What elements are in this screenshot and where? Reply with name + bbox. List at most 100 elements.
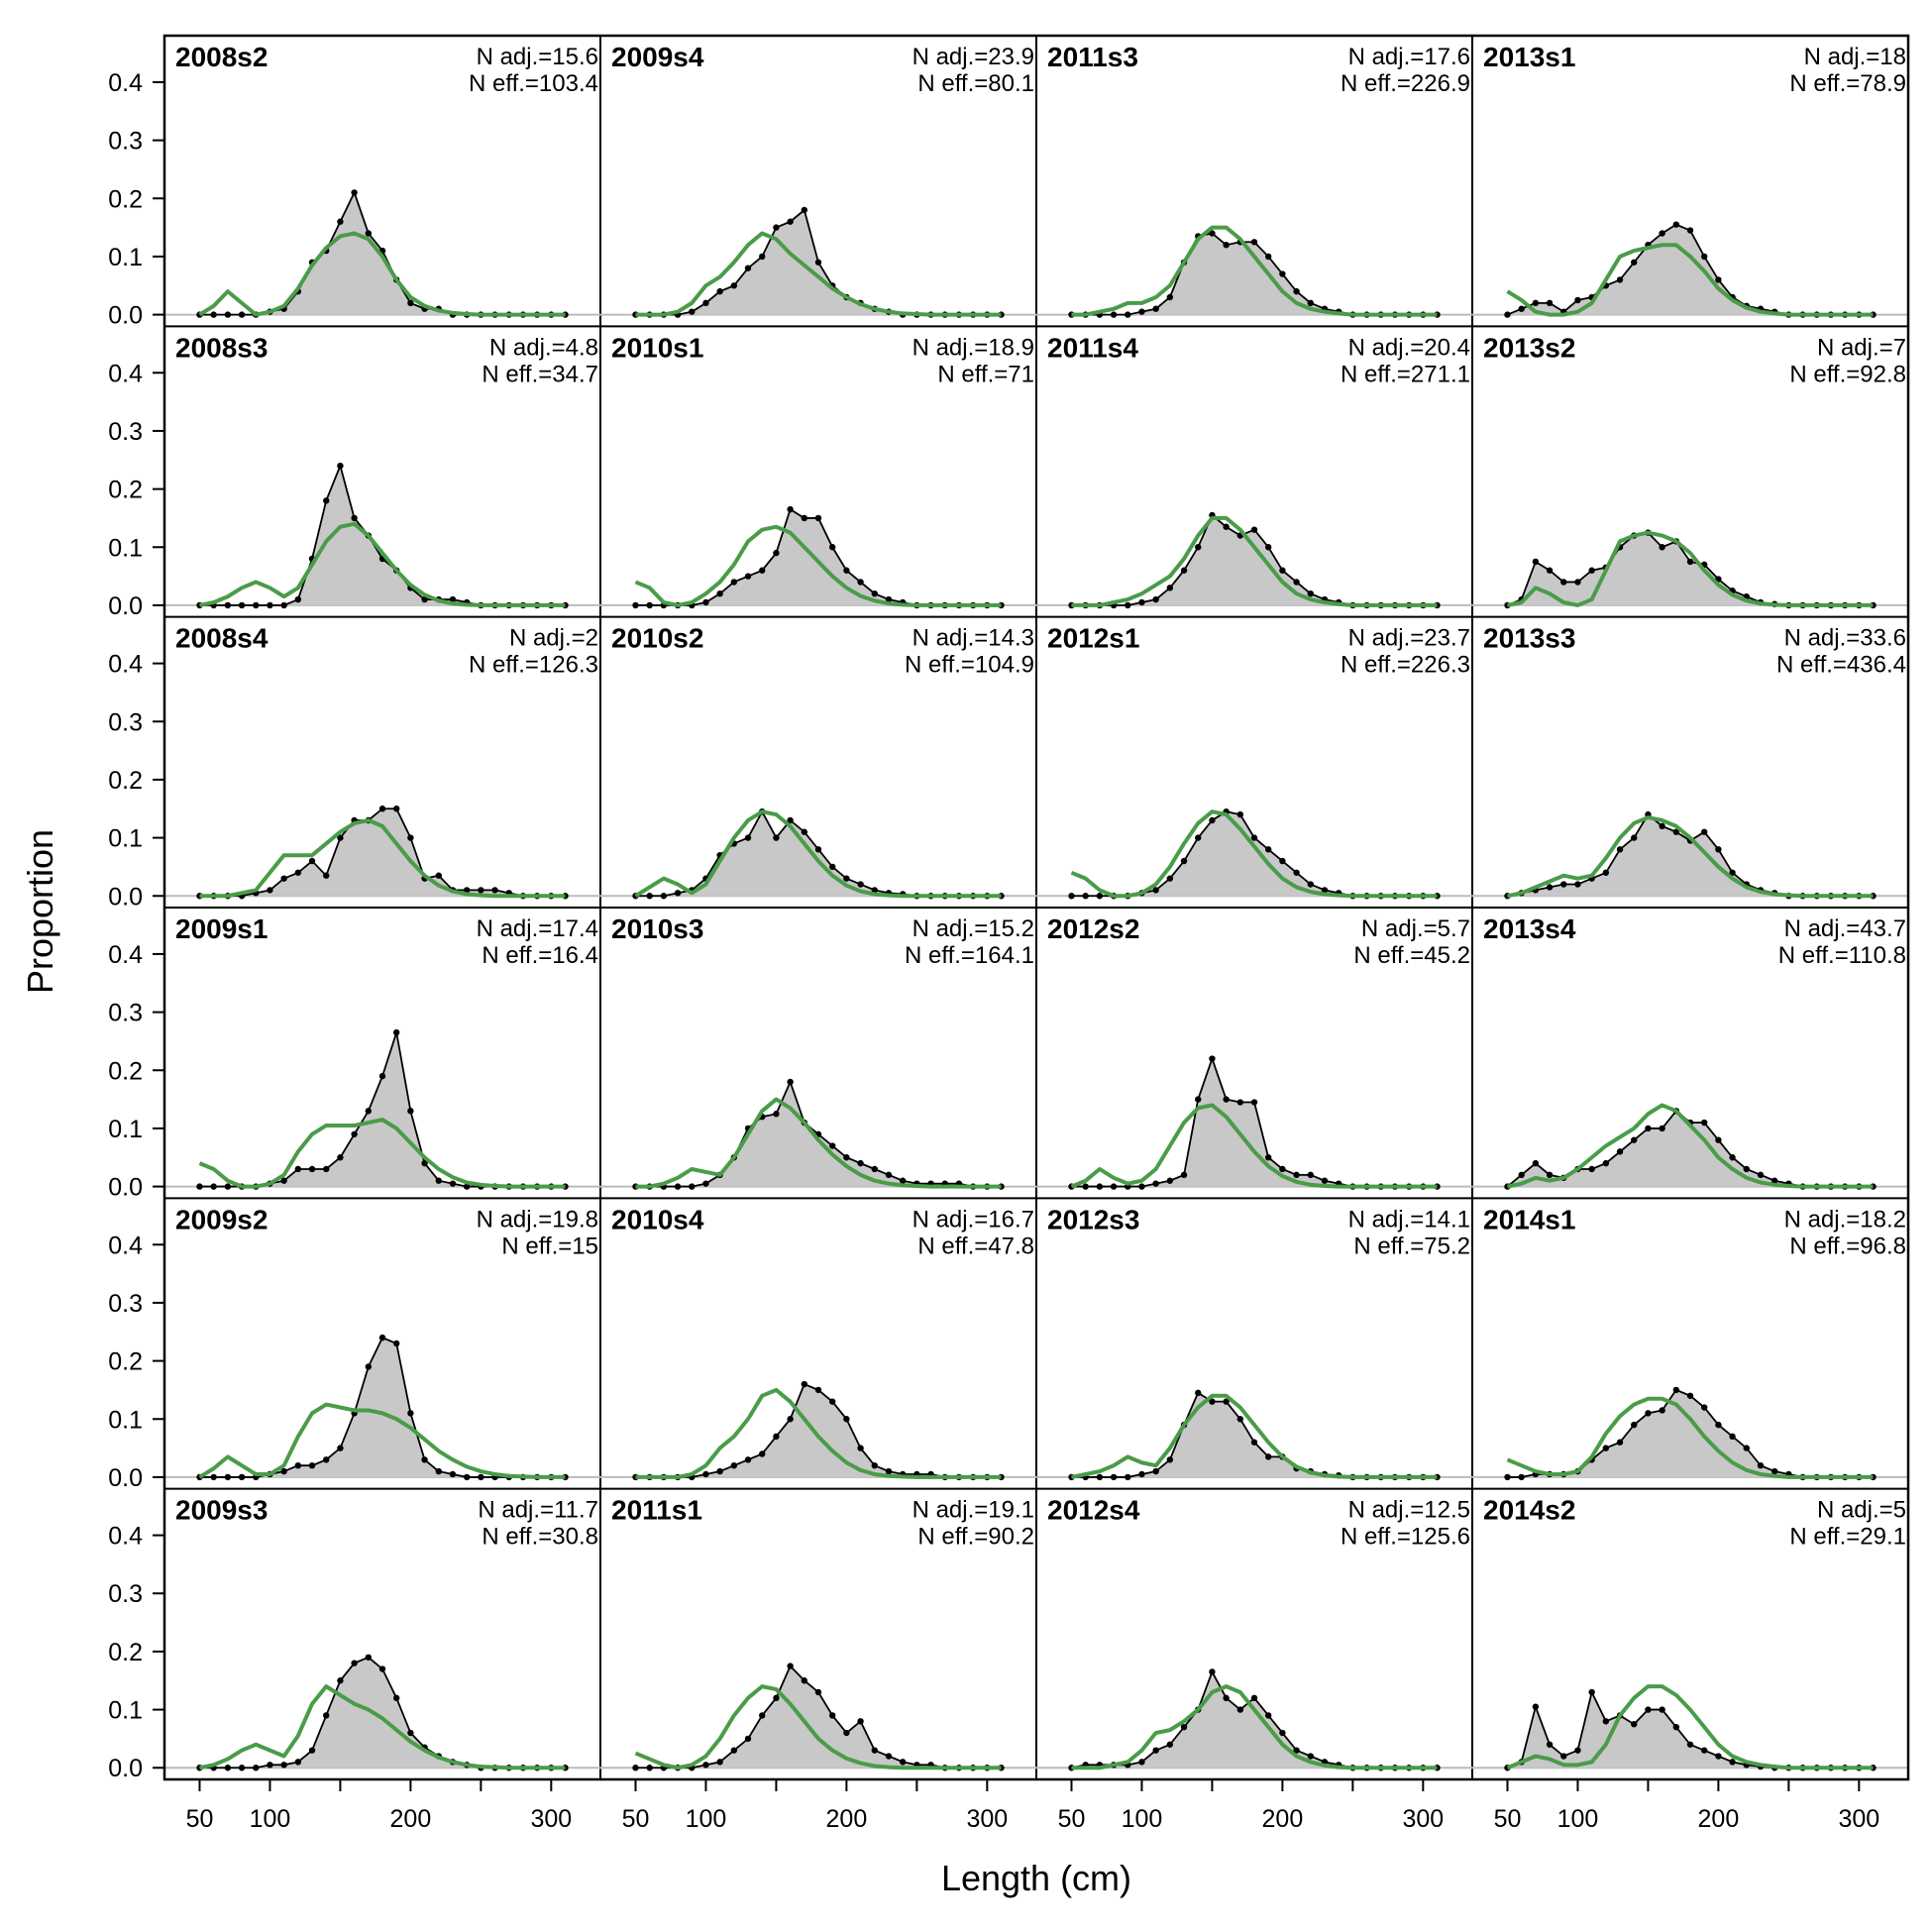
observed-point	[280, 875, 287, 882]
n-eff-label: N eff.=29.1	[1789, 1524, 1906, 1551]
n-adj-label: N adj.=19.8	[477, 1206, 598, 1233]
observed-point	[1125, 1473, 1131, 1481]
observed-point	[1715, 276, 1722, 283]
x-tick-label: 300	[1838, 1805, 1879, 1833]
observed-point	[1264, 253, 1272, 261]
observed-point	[351, 514, 358, 522]
observed-point	[323, 1165, 330, 1173]
observed-point	[1588, 1688, 1595, 1696]
expected-line	[635, 231, 1002, 317]
observed-point	[1223, 523, 1230, 530]
observed-area	[1071, 811, 1438, 897]
panel-2012s2: 2012s2 N adj.=5.7N eff.=45.2	[1036, 913, 1472, 1190]
observed-point	[392, 805, 400, 812]
observed-point	[1236, 1099, 1244, 1106]
observed-point	[1096, 1473, 1104, 1481]
y-tick-label: 0.3	[108, 1580, 143, 1608]
observed-point	[1236, 1706, 1244, 1713]
observed-point	[744, 265, 752, 271]
n-adj-label: N adj.=4.8	[489, 334, 598, 361]
n-eff-label: N eff.=126.3	[469, 652, 598, 679]
observed-point	[1209, 816, 1216, 824]
observed-point	[1672, 1723, 1680, 1731]
n-adj-label: N adj.=23.9	[912, 44, 1034, 70]
panel-title: 2013s3	[1483, 623, 1575, 654]
observed-point	[1293, 1171, 1300, 1179]
y-tick-label: 0.2	[108, 477, 143, 504]
observed-point	[1602, 1445, 1610, 1451]
observed-point	[378, 805, 386, 812]
observed-point	[463, 1183, 471, 1190]
panel-title: 2012s4	[1047, 1495, 1140, 1526]
observed-point	[1195, 544, 1202, 551]
observed-point	[787, 1663, 794, 1669]
observed-point	[421, 595, 428, 603]
observed-point	[224, 311, 232, 318]
x-tick-label: 200	[1262, 1805, 1304, 1833]
expected-line	[198, 1118, 566, 1189]
observed-point	[1264, 1154, 1272, 1161]
expected-line	[1071, 515, 1438, 607]
observed-point	[1250, 239, 1258, 246]
observed-point	[1700, 1119, 1708, 1127]
observed-point	[1574, 296, 1581, 304]
observed-point	[238, 1473, 246, 1481]
observed-point	[814, 1386, 822, 1394]
panel-2010s2: 2010s2 N adj.=14.3N eff.=104.9	[600, 623, 1036, 900]
y-tick-label: 0.2	[108, 185, 143, 213]
y-tick-label: 0.0	[108, 302, 143, 330]
y-tick-label: 0.1	[108, 825, 143, 853]
n-eff-label: N eff.=104.9	[905, 652, 1034, 679]
n-adj-label: N adj.=2	[509, 625, 598, 652]
observed-point	[828, 863, 836, 871]
plot-frame	[162, 34, 1910, 1781]
n-eff-label: N eff.=92.8	[1789, 361, 1906, 387]
observed-point	[646, 1765, 653, 1771]
y-tick-label: 0.2	[108, 1639, 143, 1666]
panel-2009s3: 2009s3 N adj.=11.7N eff.=30.8	[164, 1495, 600, 1771]
expected-line	[1070, 1103, 1438, 1189]
observed-point	[702, 1762, 709, 1769]
y-tick-label: 0.2	[108, 767, 143, 795]
observed-point	[1279, 1165, 1286, 1173]
panel-title: 2011s4	[1047, 332, 1138, 363]
panel-title: 2013s4	[1483, 913, 1576, 944]
observed-point	[730, 282, 738, 289]
observed-point	[1250, 1439, 1258, 1446]
n-eff-label: N eff.=271.1	[1341, 361, 1470, 387]
observed-point	[1110, 311, 1118, 318]
observed-point	[1659, 1125, 1665, 1132]
observed-point	[1659, 822, 1665, 830]
observed-point	[1546, 567, 1554, 574]
observed-point	[1672, 1386, 1680, 1394]
observed-point	[1700, 253, 1708, 261]
x-tick-label: 100	[686, 1805, 727, 1833]
observed-point	[871, 1747, 878, 1754]
observed-point	[1180, 567, 1188, 574]
n-eff-label: N eff.=71	[937, 361, 1034, 387]
observed-point	[843, 1729, 850, 1737]
observed-point	[1138, 598, 1145, 606]
observed-point	[1715, 846, 1722, 853]
observed-point	[280, 1177, 287, 1184]
observed-point	[1223, 241, 1230, 249]
observed-point	[323, 497, 330, 504]
observed-point	[1068, 893, 1075, 900]
observed-point	[392, 1340, 400, 1347]
n-adj-label: N adj.=5.7	[1361, 915, 1470, 942]
observed-point	[280, 601, 287, 609]
observed-point	[1616, 1439, 1624, 1446]
n-adj-label: N adj.=11.7	[478, 1497, 598, 1524]
n-eff-label: N eff.=436.4	[1776, 652, 1906, 679]
observed-point	[308, 1165, 316, 1173]
observed-point	[1757, 1461, 1765, 1469]
y-tick-label: 0.1	[108, 1116, 143, 1143]
observed-point	[196, 1183, 203, 1190]
panel-2008s4: 2008s4 N adj.=2N eff.=126.3	[164, 623, 600, 900]
observed-area	[1071, 514, 1438, 605]
observed-point	[716, 1759, 723, 1766]
observed-point	[1166, 293, 1174, 301]
expected-line	[198, 231, 566, 317]
panel-2011s3: 2011s3 N adj.=17.6N eff.=226.9	[1036, 42, 1472, 318]
y-tick-label: 0.2	[108, 1057, 143, 1085]
